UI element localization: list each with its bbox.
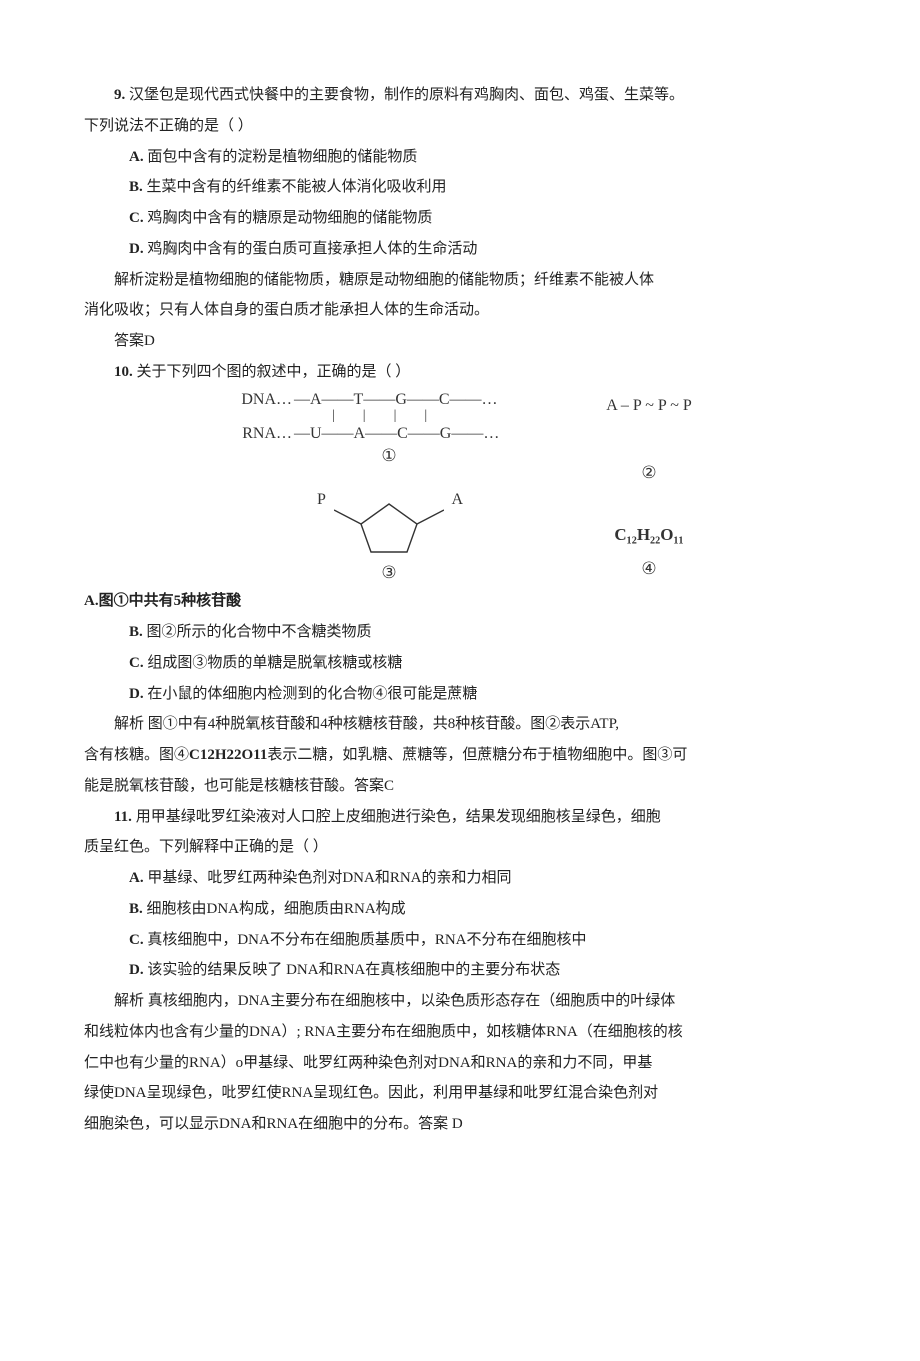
circ-3: ③ [234,562,544,584]
q10-exp2a: 含有核糖。图④ [84,747,189,763]
q11-option-b: B. 细胞核由DNA构成，细胞质由RNA构成 [84,894,836,925]
sugar-formula: C₁₂H₂₂O₁₁ [544,524,754,546]
q10-explain-1: 解析 图①中有4种脱氧核苷酸和4种核糖核苷酸，共8种核苷酸。图②表示ATP, [84,709,836,740]
q10-option-d: D. 在小鼠的体细胞内检测到的化合物④很可能是蔗糖 [84,679,836,710]
q10-explain-3: 能是脱氧核苷酸，也可能是核糖核苷酸。答案C [84,771,836,802]
rna-label: RNA… [234,424,294,445]
q11-explain-2: 和线粒体内也含有少量的DNA）; RNA主要分布在细胞质中，如核糖体RNA（在细… [84,1017,836,1048]
q11-explain-1: 解析 真核细胞内，DNA主要分布在细胞核中，以染色质形态存在（细胞质中的叶绿体 [84,986,836,1017]
q10-stem-text: 关于下列四个图的叙述中，正确的是（ ） [137,364,411,380]
q9-explain-2: 消化吸收；只有人体自身的蛋白质才能承担人体的生命活动。 [84,295,836,326]
q10-opt-c-text: 组成图③物质的单糖是脱氧核糖或核糖 [147,655,402,671]
q9-opt-b-text: 生菜中含有的纤维素不能被人体消化吸收利用 [147,179,447,195]
q9-number: 9. [114,87,125,103]
label-a: A. [129,149,144,165]
q10-explain-2: 含有核糖。图④C12H22O11表示二糖，如乳糖、蔗糖等，但蔗糖分布于植物细胞中… [84,740,836,771]
q9-stem-text-1: 汉堡包是现代西式快餐中的主要食物，制作的原料有鸡胸肉、面包、鸡蛋、生菜等。 [129,87,684,103]
p-label: P [317,490,326,511]
diagram-panel-1: DNA… —A——T——G——C——… | | | | RNA… —U——A——… [234,390,544,485]
label-a: A. [129,870,144,886]
dna-bonds: | | | | [234,410,544,424]
q9-opt-d-text: 鸡胸肉中含有的蛋白质可直接承担人体的生命活动 [147,241,477,257]
q10-exp1-text: 解析 图①中有4种脱氧核苷酸和4种核糖核苷酸，共8种核苷酸。图②表示ATP, [114,716,619,732]
label-c: C. [129,655,144,671]
q11-opt-c-text: 真核细胞中，DNA不分布在细胞质基质中，RNA不分布在细胞核中 [147,932,586,948]
q11-option-c: C. 真核细胞中，DNA不分布在细胞质基质中，RNA不分布在细胞核中 [84,925,836,956]
label-c: C. [129,932,144,948]
q10-option-a: A.图①中共有5种核苷酸 [84,586,836,617]
p-bond [334,510,361,524]
q9-stem-1: 9. 汉堡包是现代西式快餐中的主要食物，制作的原料有鸡胸肉、面包、鸡蛋、生菜等。 [84,80,836,111]
pentagon-shape [361,504,417,552]
dna-label: DNA… [234,390,294,411]
q11-explain-5: 细胞染色，可以显示DNA和RNA在细胞中的分布。答案 D [84,1109,836,1140]
diagram-panel-4: C₁₂H₂₂O₁₁ ④ [544,490,754,584]
q11-number: 11. [114,809,132,825]
q10-a-text: A.图①中共有5种核苷酸 [84,593,241,609]
q9-explain-1: 解析淀粉是植物细胞的储能物质，糖原是动物细胞的储能物质；纤维素不能被人体 [84,265,836,296]
label-b: B. [129,179,143,195]
q11-explain-3: 仁中也有少量的RNA）o甲基绿、吡罗红两种染色剂对DNA和RNA的亲和力不同，甲… [84,1048,836,1079]
atp-formula: A – P ~ P ~ P [544,396,754,417]
exam-page: 9. 汉堡包是现代西式快餐中的主要食物，制作的原料有鸡胸肉、面包、鸡蛋、生菜等。… [0,0,920,1361]
q11-opt-a-text: 甲基绿、吡罗红两种染色剂对DNA和RNA的亲和力相同 [147,870,511,886]
diagram-top-row: DNA… —A——T——G——C——… | | | | RNA… —U——A——… [234,390,754,485]
q10-option-b: B. 图②所示的化合物中不含糖类物质 [84,617,836,648]
q9-opt-c-text: 鸡胸肉中含有的糖原是动物细胞的储能物质 [147,210,432,226]
circ-4: ④ [544,558,754,580]
label-b: B. [129,901,143,917]
q11-stem-2: 质呈红色。下列解释中正确的是（ ） [84,832,836,863]
q11-explain-4: 绿使DNA呈现绿色，吡罗红使RNA呈现红色。因此，利用甲基绿和吡罗红混合染色剂对 [84,1078,836,1109]
label-b: B. [129,624,143,640]
rna-seq: —U——A——C——G——… [294,424,499,445]
diagram-panel-2: A – P ~ P ~ P ② [544,390,754,485]
q10-exp2b: C12H22O11 [189,747,267,763]
circ-2: ② [544,462,754,484]
diagram-panel-3: P A ③ [234,490,544,584]
label-c: C. [129,210,144,226]
a-bond [417,510,444,524]
label-d: D. [129,962,144,978]
q11-option-a: A. 甲基绿、吡罗红两种染色剂对DNA和RNA的亲和力相同 [84,863,836,894]
q9-stem-2: 下列说法不正确的是（ ） [84,111,836,142]
dna-seq: —A——T——G——C——… [294,390,498,411]
label-d: D. [129,241,144,257]
q9-answer: 答案D [84,326,836,357]
q10-opt-b-text: 图②所示的化合物中不含糖类物质 [147,624,372,640]
q11-stem1-text: 用甲基绿吡罗红染液对人口腔上皮细胞进行染色，结果发现细胞核呈绿色，细胞 [136,809,661,825]
q10-number: 10. [114,364,133,380]
q11-stem-1: 11. 用甲基绿吡罗红染液对人口腔上皮细胞进行染色，结果发现细胞核呈绿色，细胞 [84,802,836,833]
q11-opt-b-text: 细胞核由DNA构成，细胞质由RNA构成 [147,901,406,917]
a-label: A [451,490,463,511]
q10-option-c: C. 组成图③物质的单糖是脱氧核糖或核糖 [84,648,836,679]
q9-option-d: D. 鸡胸肉中含有的蛋白质可直接承担人体的生命活动 [84,234,836,265]
q10-exp2c: 表示二糖，如乳糖、蔗糖等，但蔗糖分布于植物细胞中。图③可 [267,747,687,763]
q10-opt-d-text: 在小鼠的体细胞内检测到的化合物④很可能是蔗糖 [147,686,477,702]
q11-option-d: D. 该实验的结果反映了 DNA和RNA在真核细胞中的主要分布状态 [84,955,836,986]
q10-diagram: DNA… —A——T——G——C——… | | | | RNA… —U——A——… [234,390,754,585]
q9-option-c: C. 鸡胸肉中含有的糖原是动物细胞的储能物质 [84,203,836,234]
diagram-bottom-row: P A ③ C₁₂H₂₂O₁₁ ④ [234,490,754,584]
q10-stem: 10. 关于下列四个图的叙述中，正确的是（ ） [84,357,836,388]
label-d: D. [129,686,144,702]
q9-option-b: B. 生菜中含有的纤维素不能被人体消化吸收利用 [84,172,836,203]
q9-option-a: A. 面包中含有的淀粉是植物细胞的储能物质 [84,142,836,173]
circ-1: ① [234,445,544,467]
pentagon-icon [334,496,444,560]
q9-opt-a-text: 面包中含有的淀粉是植物细胞的储能物质 [147,149,417,165]
q11-opt-d-text: 该实验的结果反映了 DNA和RNA在真核细胞中的主要分布状态 [147,962,560,978]
